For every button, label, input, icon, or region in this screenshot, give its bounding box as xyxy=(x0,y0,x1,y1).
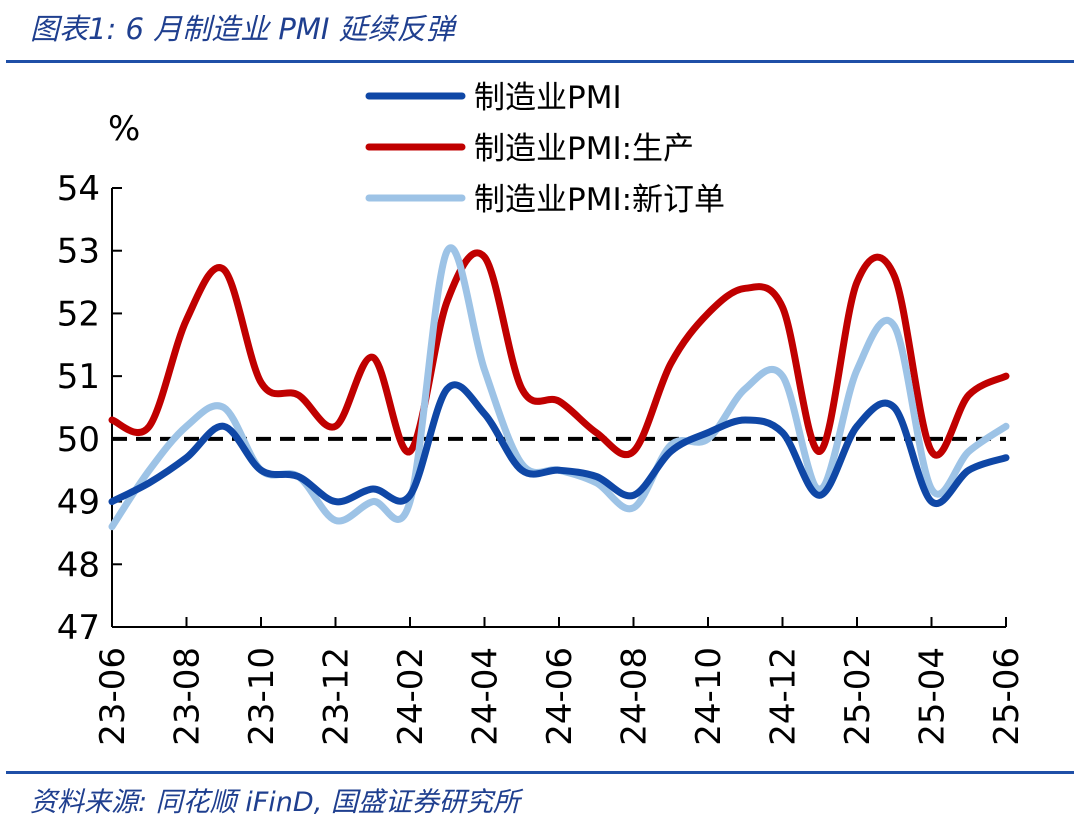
pmi-line-chart: % 47 48 49 50 51 52 53 54 23-06 23-08 23-10 23-12 24… xyxy=(57,80,1027,746)
y-tick-label: 51 xyxy=(57,357,100,397)
source-note: 资料来源: 同花顺 iFinD, 国盛证券研究所 xyxy=(30,787,520,818)
figure-title: 图表1: 6 月制造业 PMI 延续反弹 xyxy=(30,12,455,46)
y-tick-label: 53 xyxy=(57,232,100,272)
y-tick-label: 54 xyxy=(57,169,100,209)
header-rule xyxy=(6,60,1074,63)
y-tick-label: 49 xyxy=(57,483,100,523)
x-tick-label: 23-10 xyxy=(242,647,282,746)
legend-label-0: 制造业PMI xyxy=(474,80,622,116)
footer-rule xyxy=(6,771,1074,774)
y-tick-label: 52 xyxy=(57,294,100,334)
series-line-1 xyxy=(108,249,1010,459)
x-tick-label: 23-08 xyxy=(168,647,208,746)
x-tick-label: 24-06 xyxy=(540,647,580,746)
y-tick-label: 47 xyxy=(57,608,100,648)
x-tick-label: 25-06 xyxy=(987,647,1027,746)
legend-label-1: 制造业PMI:生产 xyxy=(474,131,694,167)
x-tick-label: 24-12 xyxy=(764,647,804,746)
legend-label-2: 制造业PMI:新订单 xyxy=(474,182,725,218)
x-tick-label: 23-06 xyxy=(93,647,133,746)
series-line-0 xyxy=(108,381,1010,507)
y-tick-label: 48 xyxy=(57,545,100,585)
x-tick-label: 25-02 xyxy=(838,647,878,746)
x-tick-label: 24-04 xyxy=(466,647,506,746)
unit-label: % xyxy=(108,109,140,149)
axes: 47 48 49 50 51 52 53 54 23-06 23-08 23-10 23-12 24-0… xyxy=(57,169,1027,746)
series-lines xyxy=(108,244,1010,531)
x-tick-label: 24-10 xyxy=(689,647,729,746)
series-line-2 xyxy=(108,244,1010,531)
x-tick-label: 24-08 xyxy=(615,647,655,746)
x-tick-label: 25-04 xyxy=(913,647,953,746)
x-tick-label: 23-12 xyxy=(317,647,357,746)
x-tick-label: 24-02 xyxy=(391,647,431,746)
y-tick-label: 50 xyxy=(57,420,100,460)
